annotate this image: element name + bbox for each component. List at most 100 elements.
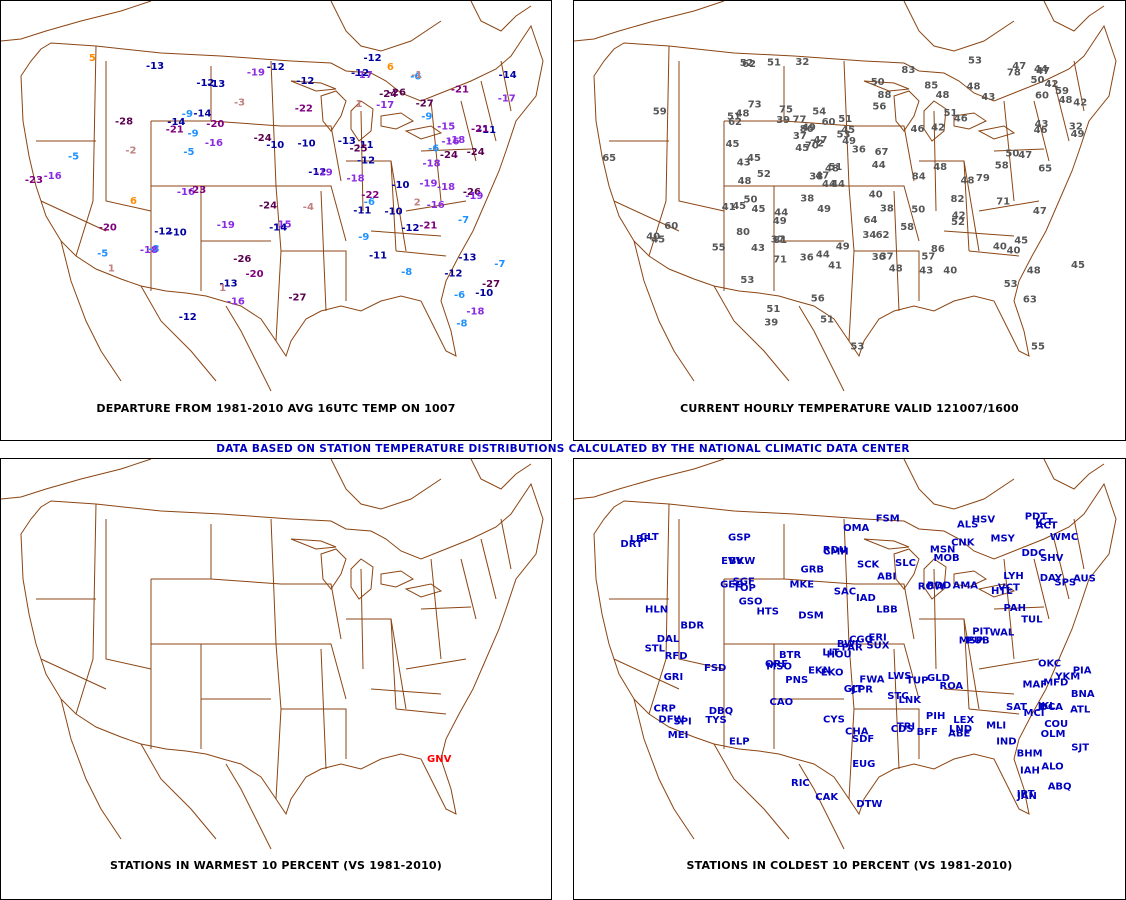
departure-value: -18 bbox=[466, 307, 484, 318]
current-temp-value: 52 bbox=[951, 217, 965, 228]
coldest-station: MLI bbox=[986, 720, 1006, 731]
map-outline-path bbox=[963, 160, 980, 252]
departure-value: -14 bbox=[269, 223, 287, 234]
map-outline-path bbox=[978, 658, 1040, 670]
map-outline-path bbox=[480, 538, 497, 600]
map-outline-path bbox=[893, 648, 900, 770]
coldest-station: RDD bbox=[927, 581, 951, 592]
map-outline-path bbox=[1, 1, 152, 42]
map-outline-path bbox=[613, 200, 680, 232]
current-temp-value: 48 bbox=[889, 263, 903, 274]
coldest-station: MCI bbox=[1024, 708, 1045, 719]
map-outline-path bbox=[290, 80, 337, 92]
coldest-station: GSP bbox=[728, 533, 751, 544]
departure-value: -10 bbox=[298, 139, 316, 150]
coldest-station: FSD bbox=[704, 663, 726, 674]
current-temp-value: 73 bbox=[748, 99, 762, 110]
current-temp-value: 43 bbox=[919, 266, 933, 277]
departure-value: -14 bbox=[499, 70, 517, 81]
departure-value: -19 bbox=[247, 67, 265, 78]
current-temp-value: 51 bbox=[727, 112, 741, 123]
current-temp-value: 77 bbox=[793, 115, 807, 126]
coldest-station: FAR bbox=[842, 643, 863, 654]
map-outline-path bbox=[919, 160, 970, 252]
coldest-panel: OLM GEG YKM PDT LWS MSO HLN FAR STC MSP GRB HTL EUG P… bbox=[573, 458, 1126, 900]
map-outline-path bbox=[593, 24, 1117, 358]
current-temp-value: 32 bbox=[1069, 122, 1083, 133]
map-outline-path bbox=[281, 250, 347, 301]
map-outline-path bbox=[460, 100, 477, 162]
coldest-station: COU bbox=[1044, 719, 1068, 730]
current-temp-value: 79 bbox=[976, 173, 990, 184]
current-temp-value: 38 bbox=[809, 171, 823, 182]
coldest-station: SAC bbox=[834, 587, 856, 598]
departure-value: -5 bbox=[183, 147, 194, 158]
coldest-station: LYH bbox=[1003, 571, 1023, 582]
departure-value: -9 bbox=[188, 129, 199, 140]
departure-value: -16 bbox=[427, 200, 445, 211]
coldest-station: TYS bbox=[705, 715, 726, 726]
coldest-station: MOB bbox=[934, 553, 960, 564]
current-temp-value: 51 bbox=[828, 162, 842, 173]
departure-value: -14 bbox=[167, 117, 185, 128]
departure-value: -12 bbox=[401, 223, 419, 234]
departure-value: -15 bbox=[437, 121, 455, 132]
map-outline-path bbox=[225, 763, 272, 850]
map-outline-path bbox=[1003, 100, 1015, 202]
coldest-station: ELP bbox=[729, 737, 750, 748]
map-outline-path bbox=[843, 60, 855, 342]
map-outline-path bbox=[1033, 558, 1050, 620]
coldest-station: DFW bbox=[658, 715, 684, 726]
coldest-station: WAL bbox=[990, 628, 1015, 639]
current-temp-caption: CURRENT HOURLY TEMPERATURE VALID 121007/… bbox=[680, 402, 1019, 415]
map-outline-path bbox=[993, 148, 1045, 152]
departure-value: -12 bbox=[357, 155, 375, 166]
map-outline-path bbox=[574, 1, 725, 42]
current-temp-value: 48 bbox=[736, 109, 750, 120]
map-outline-path bbox=[613, 658, 680, 690]
coldest-station: ICT bbox=[1035, 517, 1053, 528]
map-outline-path bbox=[225, 305, 272, 392]
current-temp-value: 48 bbox=[1027, 265, 1041, 276]
coldest-station: GEG bbox=[720, 580, 743, 591]
coldest-station: LNK bbox=[899, 695, 923, 706]
current-temp-value: 60 bbox=[822, 117, 836, 128]
coldest-station: BWI bbox=[837, 639, 859, 650]
departure-value: -20 bbox=[99, 223, 117, 234]
coldest-station: STL bbox=[645, 644, 666, 655]
map-outline-path bbox=[370, 230, 442, 237]
map-outline-path bbox=[40, 200, 107, 232]
coldest-station: TUP bbox=[906, 676, 928, 687]
coldest-station: CNK bbox=[951, 537, 976, 548]
map-outline-path bbox=[320, 190, 327, 312]
departure-value: -4 bbox=[303, 202, 314, 213]
map-outline-path bbox=[977, 125, 1016, 140]
warmest-panel: GNV STATIONS IN WARMEST 10 PERCENT (VS 1… bbox=[0, 458, 552, 900]
coldest-station: TOP bbox=[733, 583, 756, 594]
current-temp-value: 64 bbox=[864, 215, 878, 226]
departure-value: -9 bbox=[358, 232, 369, 243]
current-temp-value: 51 bbox=[820, 315, 834, 326]
departure-value: -12 bbox=[351, 68, 369, 79]
coldest-station: SJT bbox=[1071, 743, 1089, 754]
current-temp-value: 48 bbox=[1059, 95, 1073, 106]
departure-value: -18 bbox=[347, 173, 365, 184]
current-temp-value: 85 bbox=[924, 81, 938, 92]
coldest-station: MEI bbox=[668, 730, 689, 741]
current-temp-value: 45 bbox=[795, 143, 809, 154]
coldest-station: RIC bbox=[791, 778, 810, 789]
map-outline-path bbox=[968, 708, 1020, 715]
current-temp-value: 72 bbox=[810, 138, 824, 149]
coldest-station: LBF bbox=[630, 534, 651, 545]
map-outline-path bbox=[210, 578, 282, 585]
current-temp-value: 44 bbox=[1034, 64, 1048, 75]
coldest-station: RFD bbox=[665, 651, 688, 662]
current-temp-value: 40 bbox=[869, 189, 883, 200]
map-outline-path bbox=[1073, 60, 1085, 112]
coldest-station: BNA bbox=[1071, 689, 1095, 700]
current-temp-value: 46 bbox=[1034, 125, 1048, 136]
map-outline-path bbox=[943, 230, 1015, 237]
departure-value: 1 bbox=[108, 264, 115, 275]
current-temp-value: 44 bbox=[816, 250, 830, 261]
coldest-station: ATL bbox=[1070, 705, 1091, 716]
